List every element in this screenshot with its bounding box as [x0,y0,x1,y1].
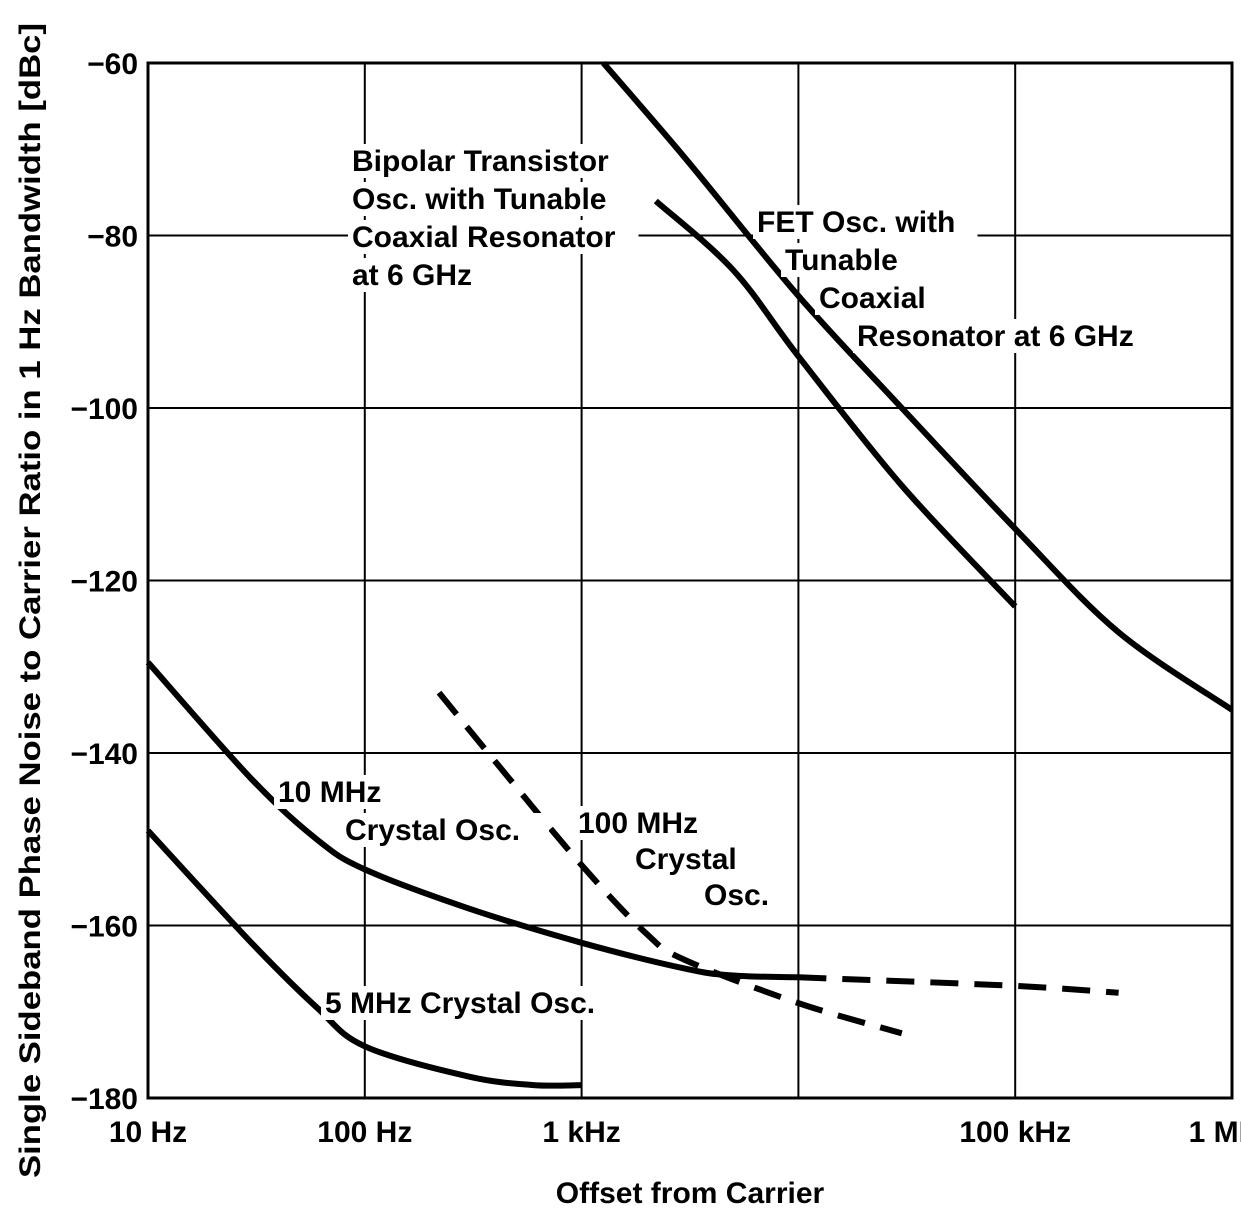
annotation-line: at 6 GHz [352,259,472,292]
grid [147,62,1233,1099]
annotation-backdrop [753,205,978,239]
x-tick-label: 100 Hz [317,1116,412,1149]
annotation-line: FET Osc. with [757,206,955,239]
x-axis-title: Offset from Carrier [556,1177,825,1209]
annotation-line: 5 MHz Crystal Osc. [325,987,595,1020]
series-line-100mhz-floor [798,974,1119,996]
annotation-line: 10 MHz [278,776,381,809]
annotation-line: Crystal [635,843,737,876]
annotation-backdrop [631,842,757,876]
10mhz-label: 10 MHz Crystal Osc. [274,775,549,847]
x-tick-label: 10 Hz [109,1116,187,1149]
annotation-line: Osc. [704,879,769,912]
series-line-bipolar [653,198,1018,609]
series-group [145,61,1234,1089]
annotation-backdrop [348,220,639,254]
annotation-backdrop [341,813,549,847]
y-tick-labels: −60 −80 −100 −120 −140 −160 −180 [70,48,138,1116]
annotation-backdrop [274,775,383,809]
annotation-line: Coaxial [819,282,926,315]
y-tick-label: −160 [70,911,138,944]
plot-frame [146,61,1234,1100]
annotation-backdrop [348,182,639,216]
annotation-line: Crystal Osc. [345,814,520,847]
x-tick-labels: 10 Hz 100 Hz 1 kHz 100 kHz 1 MHz [109,1116,1241,1149]
y-tick-label: −140 [70,738,138,771]
series-line-100mhz [436,690,903,1037]
series-line-fet [601,61,1234,713]
x-tick-label: 100 kHz [959,1116,1071,1149]
y-tick-label: −120 [70,566,138,599]
annotation-backdrop [348,144,655,178]
5mhz-label: 5 MHz Crystal Osc. [321,986,628,1020]
annotation-backdrop [348,258,490,292]
y-tick-label: −60 [87,48,138,81]
annotation-backdrop [781,243,907,277]
annotation-line: Coaxial Resonator [352,221,616,254]
annotation-line: Osc. with Tunable [352,183,606,216]
series-line-10mhz [145,660,799,981]
y-tick-label: −100 [70,393,138,426]
y-tick-label: −180 [70,1083,138,1116]
bipolar-label: Bipolar Transistor Osc. with Tunable Coaxi… [348,144,655,292]
annotation-line: Bipolar Transistor [352,145,609,178]
x-tick-label: 1 kHz [542,1116,620,1149]
annotation-backdrop [574,806,700,840]
annotation-line: Tunable [785,244,898,277]
fet-label: FET Osc. with Tunable Coaxial Resonator at … [753,205,1160,353]
annotation-line: 100 MHz [578,807,698,840]
y-tick-label: −80 [87,221,138,254]
annotation-line: Resonator at 6 GHz [857,320,1134,353]
x-tick-label: 1 MHz [1189,1116,1241,1149]
y-axis-title: Single Sideband Phase Noise to Carrier R… [14,23,47,1178]
series-line-5mhz [145,828,582,1089]
annotation-backdrop [321,986,628,1020]
annotation-backdrop [815,281,941,315]
annotation-backdrop [700,878,776,912]
annotation-backdrop [853,319,1160,353]
annotations: Bipolar Transistor Osc. with Tunable Coaxi… [274,144,1160,1020]
